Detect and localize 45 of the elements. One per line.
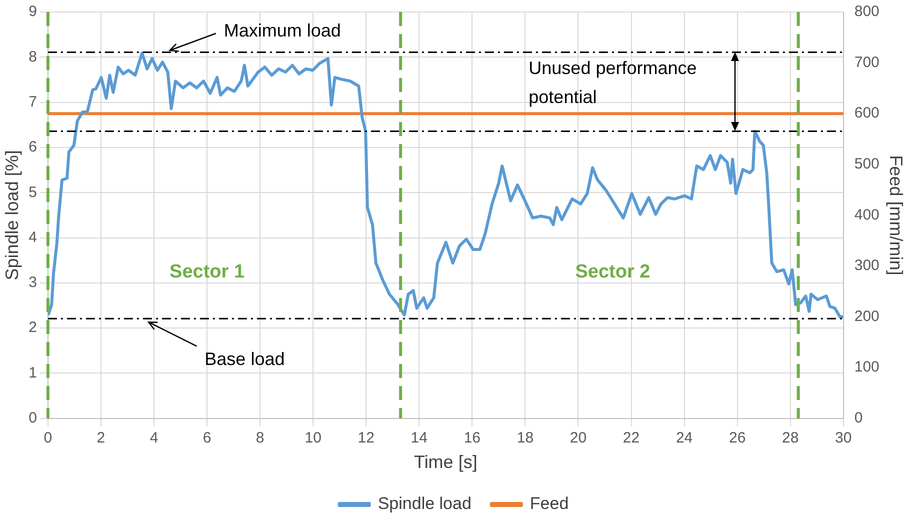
y-tick-label: 7	[28, 93, 37, 110]
x-tick-label: 18	[516, 430, 534, 447]
annotation: Maximum load	[224, 20, 341, 40]
y2-tick-label: 300	[854, 257, 880, 274]
legend-label: Feed	[530, 494, 569, 514]
y-tick-label: 0	[28, 410, 37, 427]
x-tick-label: 8	[256, 430, 264, 447]
x-tick-label: 16	[464, 430, 481, 447]
legend-label: Spindle load	[378, 494, 472, 514]
annotation: Base load	[204, 349, 285, 370]
x-tick-label: 26	[728, 430, 746, 447]
x-tick-label: 24	[676, 430, 693, 447]
y2-tick-label: 500	[854, 156, 880, 173]
y-tick-label: 2	[28, 319, 37, 336]
y-axis-title: Spindle load [%]	[2, 150, 22, 280]
x-tick-label: 10	[304, 430, 322, 447]
x-tick-label: 14	[410, 430, 428, 447]
y-tick-label: 4	[28, 228, 37, 246]
x-tick-label: 12	[358, 430, 374, 447]
x-tick-label: 28	[782, 430, 799, 447]
x-tick-label: 30	[835, 430, 852, 447]
y2-tick-label: 700	[854, 54, 880, 71]
y2-tick-label: 600	[854, 104, 880, 122]
x-tick-label: 6	[202, 430, 212, 447]
y2-axis-title: Feed [mm/min]	[886, 155, 906, 276]
x-tick-label: 20	[570, 430, 587, 447]
y-tick-label: 3	[28, 274, 37, 292]
x-axis-title: Time [s]	[414, 452, 478, 472]
x-tick-label: 2	[96, 430, 106, 447]
y-tick-label: 8	[28, 48, 37, 66]
y-tick-label: 1	[28, 364, 37, 382]
annotation: Sector 1	[170, 261, 245, 282]
x-tick-label: 0	[44, 430, 52, 447]
x-tick-label: 22	[622, 430, 640, 447]
y-tick-label: 9	[28, 3, 37, 20]
annotation: Unused performance potential	[528, 58, 697, 108]
y-tick-label: 5	[28, 184, 37, 201]
y2-tick-label: 200	[854, 308, 880, 325]
y2-tick-label: 400	[854, 206, 880, 224]
y2-tick-label: 800	[854, 3, 880, 20]
y2-tick-label: 100	[854, 358, 880, 376]
x-tick-label: 4	[150, 430, 158, 447]
y-tick-label: 6	[28, 138, 37, 156]
annotation: Sector 2	[575, 261, 650, 282]
y2-tick-label: 0	[854, 410, 863, 427]
